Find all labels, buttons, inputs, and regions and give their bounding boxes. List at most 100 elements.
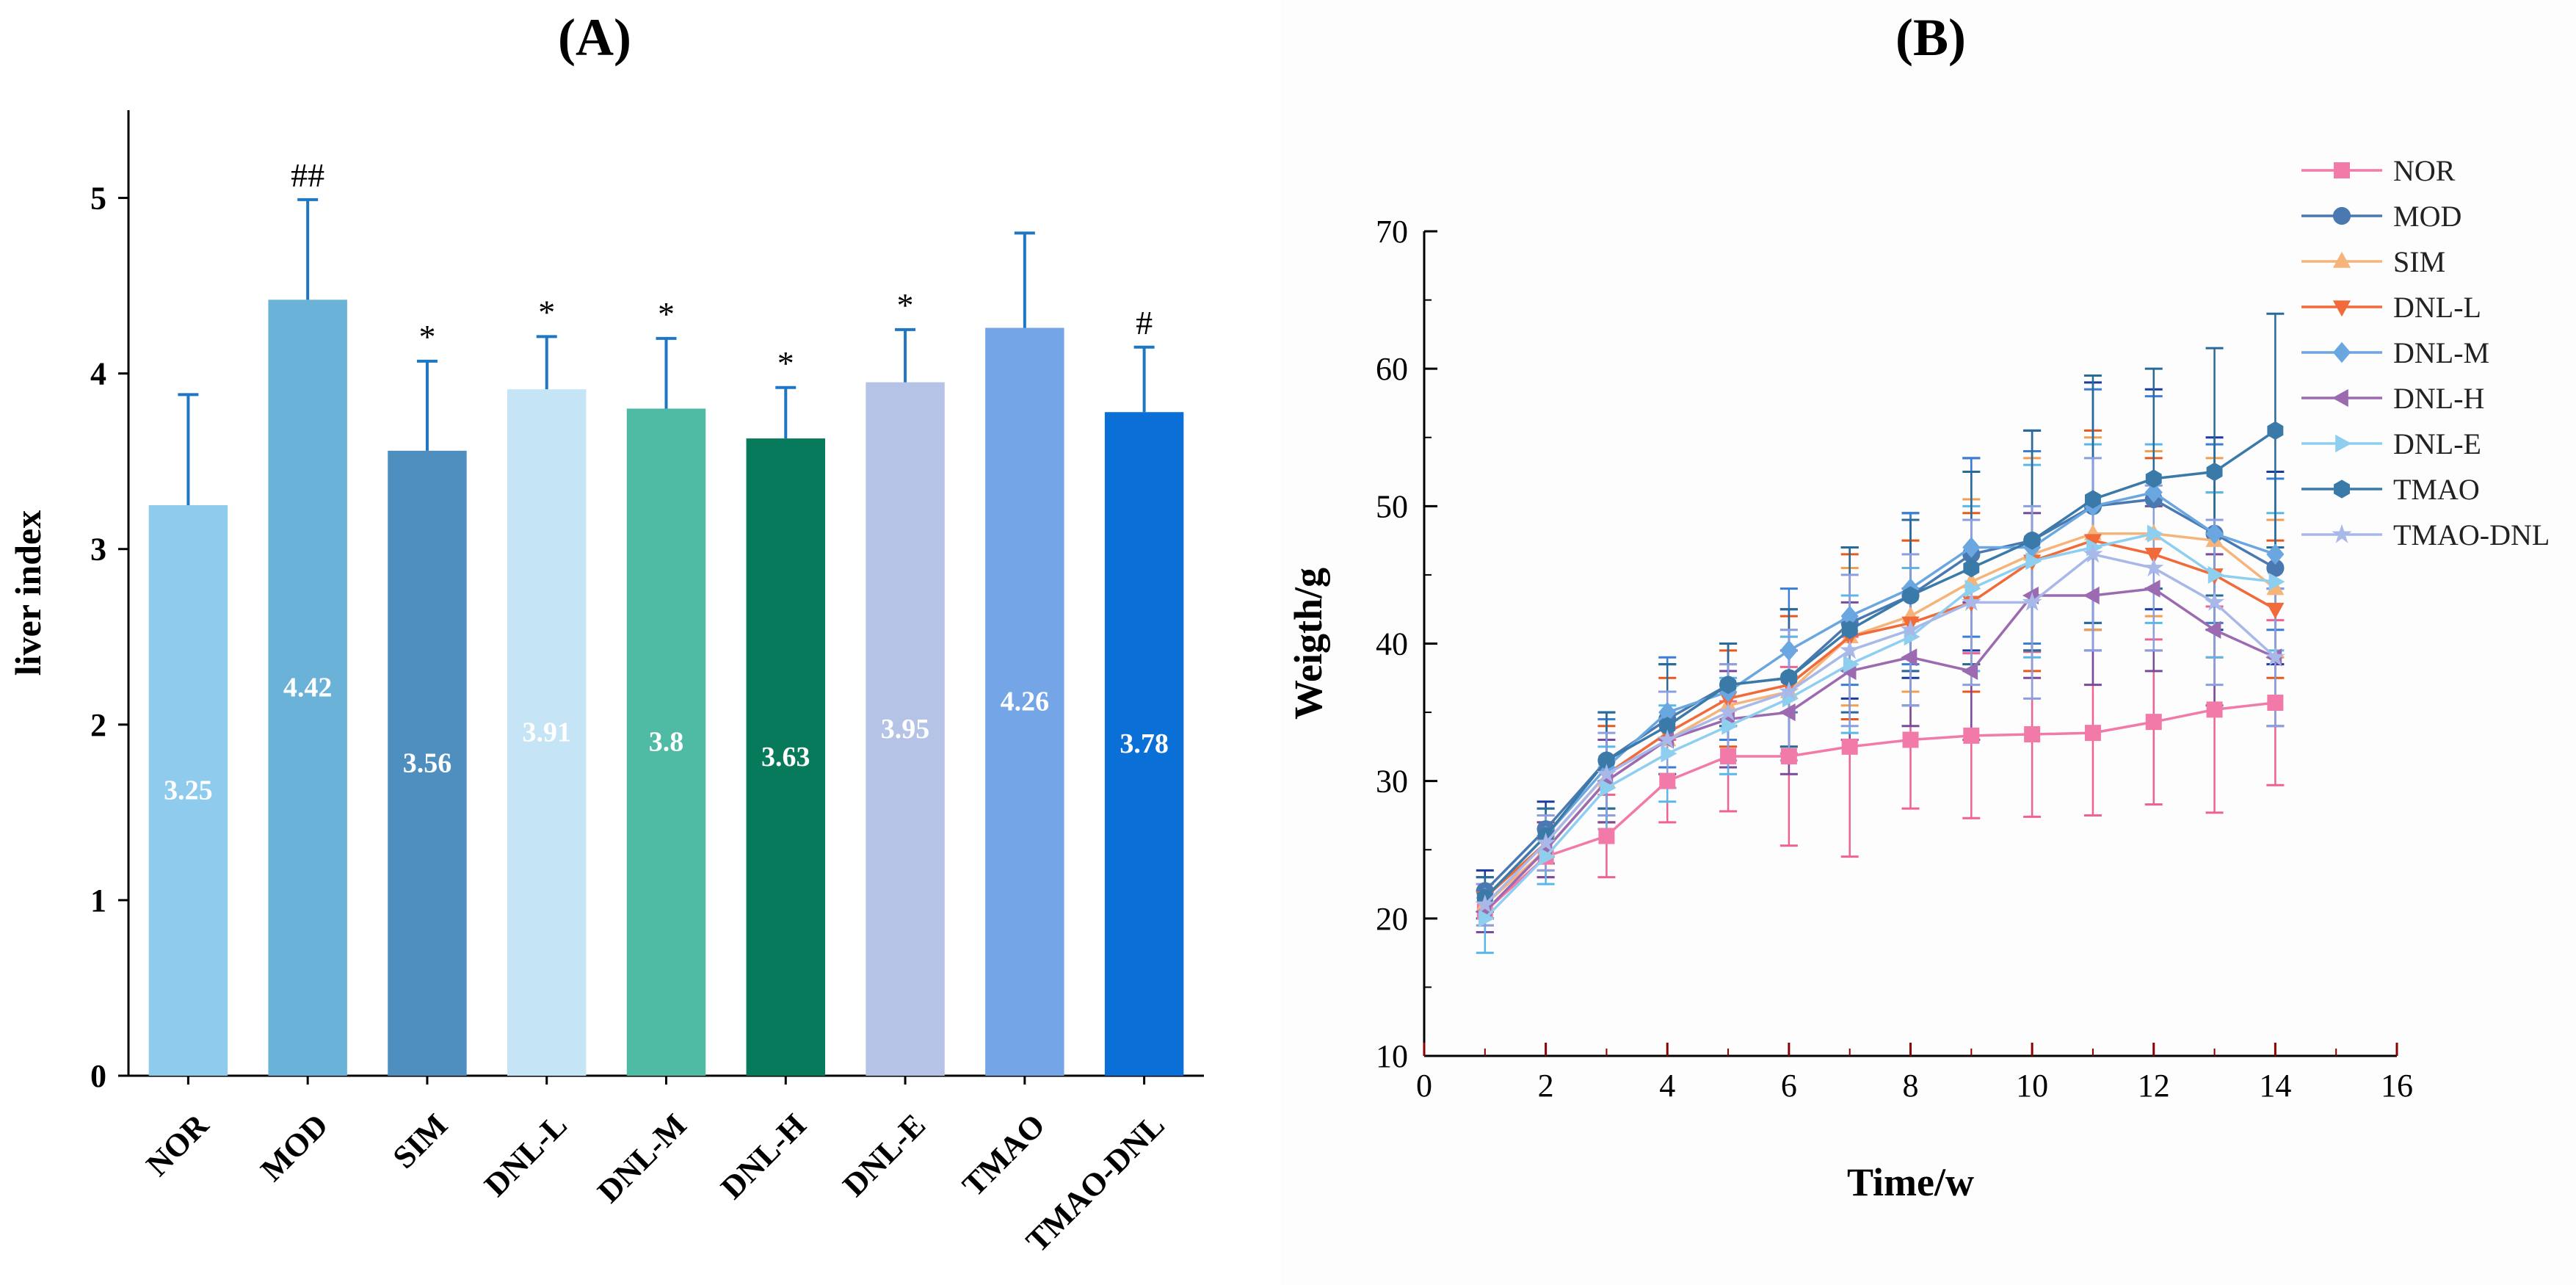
- point-mod: [2266, 559, 2285, 577]
- point-tmao-dnl: [1536, 832, 1556, 852]
- point-tmao: [1659, 717, 1676, 736]
- x-tick-label: 10: [2016, 1068, 2048, 1104]
- x-tick-label: 12: [2138, 1068, 2170, 1104]
- point-dnl-m: [1840, 605, 1859, 627]
- legend-label-dnl-e: DNL-E: [2393, 427, 2481, 460]
- point-dnl-e: [2268, 573, 2285, 591]
- bar-dnl-h: [746, 438, 825, 1076]
- point-nor: [2024, 726, 2041, 743]
- point-tmao: [2145, 469, 2162, 488]
- series-line-dnl-e: [1484, 532, 2276, 920]
- significance-mark: *: [538, 293, 555, 330]
- significance-mark: *: [897, 286, 914, 324]
- point-tmao: [1598, 750, 1615, 770]
- x-tick-label: 8: [1903, 1068, 1919, 1104]
- legend-marker-dnl-h: [2332, 388, 2348, 408]
- bar-dnl-e: [866, 382, 945, 1076]
- point-nor: [2206, 701, 2223, 718]
- point-tmao-dnl: [1779, 681, 1799, 701]
- y-tick-label: 5: [90, 181, 106, 217]
- bar-sim: [388, 450, 467, 1076]
- legend-label-nor: NOR: [2393, 154, 2456, 187]
- bar-dnl-m: [626, 408, 706, 1076]
- series-line-nor: [1484, 701, 2276, 913]
- point-dnl-h: [1779, 703, 1796, 722]
- point-tmao-dnl: [1961, 592, 1981, 611]
- point-dnl-e: [1721, 717, 1738, 735]
- error-bars-mod: [1476, 381, 2285, 913]
- x-tick-label: 6: [1781, 1068, 1797, 1104]
- point-tmao-dnl: [1596, 764, 1617, 783]
- point-dnl-l: [2266, 602, 2285, 619]
- legend-marker-tmao-dnl: [2332, 524, 2352, 543]
- legend-marker-nor: [2334, 162, 2350, 178]
- error-bars-dnl-e: [1476, 443, 2285, 955]
- point-tmao-dnl: [1840, 640, 1860, 659]
- point-dnl-h: [2083, 586, 2100, 605]
- x-tick-label: 0: [1416, 1068, 1432, 1104]
- point-dnl-e: [1661, 745, 1677, 763]
- y-tick-label: 4: [90, 356, 106, 392]
- point-nor: [2145, 714, 2162, 731]
- point-tmao: [1902, 586, 1919, 605]
- bar-value-label: 3.8: [649, 727, 684, 758]
- significance-mark: ##: [291, 156, 324, 194]
- legend-label-tmao-dnl: TMAO-DNL: [2393, 518, 2550, 551]
- y-tick-label: 30: [1376, 764, 1408, 800]
- bar-mod: [268, 300, 347, 1076]
- point-dnl-e: [1600, 778, 1617, 797]
- y-tick-label: 0: [90, 1058, 106, 1094]
- error-bars-tmao-dnl: [1476, 457, 2285, 927]
- point-tmao: [2206, 462, 2223, 482]
- bar-value-label: 3.91: [522, 717, 571, 748]
- point-dnl-l: [2144, 548, 2163, 565]
- legend: NOR MOD SIM DNL-L DNL-M DNL-H DNL-E TMAO TMAO-DN…: [2301, 154, 2550, 551]
- series-line-dnl-h: [1484, 587, 2276, 913]
- point-tmao: [1780, 668, 1797, 687]
- point-nor: [2084, 725, 2101, 742]
- point-dnl-e: [2147, 524, 2163, 543]
- legend-marker-tmao: [2334, 479, 2350, 499]
- x-axis-label: Time/w: [1847, 1160, 1974, 1204]
- point-dnl-e: [1843, 655, 1860, 673]
- point-dnl-m: [1779, 640, 1798, 662]
- bar-value-label: 3.25: [164, 775, 213, 806]
- significance-mark: *: [418, 318, 435, 355]
- y-tick-label: 10: [1376, 1038, 1408, 1074]
- legend-label-tmao: TMAO: [2393, 473, 2480, 506]
- y-tick-label: 1: [90, 883, 106, 919]
- point-dnl-e: [2207, 565, 2224, 584]
- y-tick-label: 2: [90, 707, 106, 743]
- point-nor: [1963, 727, 1980, 744]
- point-nor: [1902, 731, 1919, 748]
- y-tick-label: 20: [1376, 901, 1408, 937]
- bar-value-label: 3.95: [881, 714, 930, 745]
- point-dnl-e: [2025, 552, 2042, 571]
- legend-label-dnl-l: DNL-L: [2393, 291, 2481, 324]
- y-tick-label: 70: [1376, 214, 1408, 250]
- legend-label-sim: SIM: [2393, 245, 2445, 278]
- point-tmao-dnl: [1475, 894, 1495, 913]
- point-dnl-e: [1539, 847, 1556, 866]
- point-tmao: [2267, 421, 2284, 441]
- significance-mark: *: [658, 295, 675, 333]
- panel-a-title: (A): [558, 8, 631, 67]
- point-dnl-h: [1962, 662, 1978, 681]
- point-tmao-dnl: [2083, 543, 2103, 563]
- x-tick-label: 2: [1538, 1068, 1554, 1104]
- y-tick-label: 60: [1376, 351, 1408, 387]
- legend-marker-mod: [2332, 206, 2351, 225]
- point-tmao-dnl: [2144, 557, 2164, 577]
- panel-b-title: (B): [1895, 8, 1966, 67]
- bar-value-label: 3.56: [403, 748, 452, 778]
- point-dnl-h: [1901, 648, 1918, 667]
- legend-marker-dnl-l: [2332, 300, 2351, 317]
- point-dnl-m: [2266, 543, 2285, 565]
- bar-value-label: 3.78: [1120, 728, 1169, 759]
- y-tick-label: 3: [90, 532, 106, 568]
- legend-marker-dnl-m: [2332, 341, 2351, 363]
- panel-b-background: [1281, 0, 2576, 1285]
- point-tmao: [2024, 531, 2041, 550]
- series-line-tmao-dnl: [1484, 552, 2276, 906]
